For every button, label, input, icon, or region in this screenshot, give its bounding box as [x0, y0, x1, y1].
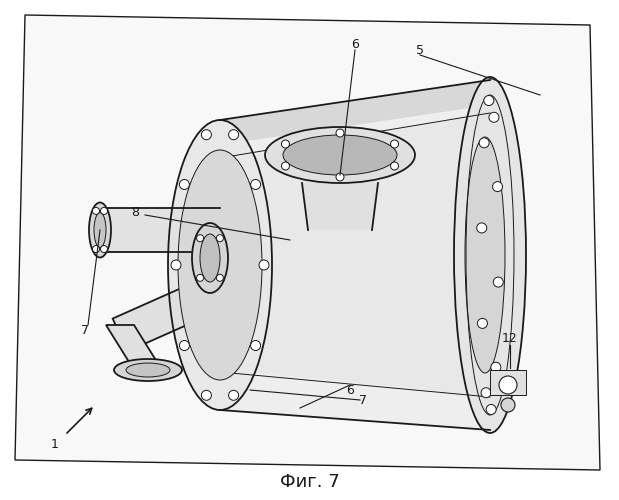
Ellipse shape — [192, 223, 228, 293]
Text: 12: 12 — [502, 332, 518, 344]
Circle shape — [100, 246, 108, 252]
Text: 7: 7 — [81, 324, 89, 336]
Circle shape — [489, 112, 499, 122]
Ellipse shape — [283, 135, 397, 175]
Circle shape — [197, 274, 204, 281]
Circle shape — [486, 404, 496, 414]
Polygon shape — [15, 15, 600, 470]
Circle shape — [391, 162, 399, 170]
Circle shape — [251, 340, 261, 350]
Text: 6: 6 — [351, 38, 359, 52]
Ellipse shape — [89, 202, 111, 258]
Circle shape — [217, 234, 223, 242]
Circle shape — [251, 180, 261, 190]
Circle shape — [282, 162, 290, 170]
Circle shape — [481, 388, 491, 398]
Text: Фиг. 7: Фиг. 7 — [280, 473, 340, 491]
Circle shape — [493, 277, 503, 287]
Circle shape — [180, 340, 189, 350]
Polygon shape — [106, 325, 162, 370]
Polygon shape — [302, 183, 378, 230]
Circle shape — [180, 180, 189, 190]
Text: 5: 5 — [416, 44, 424, 57]
Circle shape — [259, 260, 269, 270]
Text: 6: 6 — [346, 384, 354, 396]
Circle shape — [499, 376, 517, 394]
Ellipse shape — [178, 150, 262, 380]
Circle shape — [92, 246, 100, 252]
Circle shape — [493, 182, 503, 192]
Text: 8: 8 — [131, 206, 139, 218]
Circle shape — [336, 129, 344, 137]
Circle shape — [477, 318, 487, 328]
Polygon shape — [490, 370, 526, 395]
Polygon shape — [220, 80, 490, 145]
Circle shape — [228, 390, 238, 400]
Circle shape — [484, 96, 494, 106]
Circle shape — [201, 390, 212, 400]
Polygon shape — [105, 208, 220, 252]
Ellipse shape — [265, 127, 415, 183]
Circle shape — [171, 260, 181, 270]
Polygon shape — [113, 278, 217, 351]
Ellipse shape — [454, 77, 526, 433]
Circle shape — [391, 140, 399, 148]
Ellipse shape — [114, 359, 182, 381]
Ellipse shape — [94, 212, 106, 248]
Text: 7: 7 — [359, 394, 367, 406]
Circle shape — [197, 234, 204, 242]
Ellipse shape — [465, 137, 505, 373]
Circle shape — [100, 208, 108, 214]
Circle shape — [201, 130, 212, 140]
Polygon shape — [230, 115, 480, 395]
Circle shape — [479, 138, 489, 148]
Circle shape — [336, 173, 344, 181]
Circle shape — [501, 398, 515, 412]
Circle shape — [92, 208, 100, 214]
Ellipse shape — [200, 234, 220, 282]
Circle shape — [217, 274, 223, 281]
Ellipse shape — [168, 120, 272, 410]
Circle shape — [477, 223, 487, 233]
Circle shape — [228, 130, 238, 140]
Text: 1: 1 — [51, 438, 59, 452]
Circle shape — [282, 140, 290, 148]
Circle shape — [491, 362, 501, 372]
Ellipse shape — [126, 363, 170, 377]
Polygon shape — [220, 80, 490, 430]
